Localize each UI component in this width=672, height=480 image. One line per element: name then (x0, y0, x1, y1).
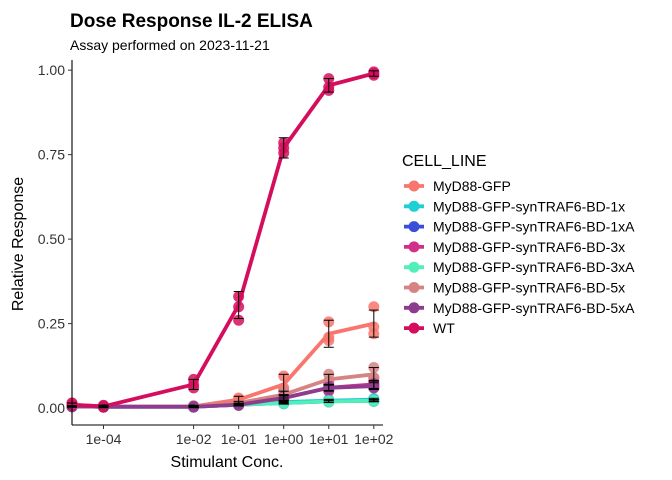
y-tick-label: 0.00 (38, 400, 65, 416)
y-tick-label: 0.50 (38, 231, 65, 247)
x-tick-label: 1e+00 (264, 431, 304, 447)
legend-title: CELL_LINE (402, 153, 487, 170)
legend-item: MyD88-GFP-synTRAF6-BD-1x (404, 198, 625, 214)
y-tick-label: 0.75 (38, 147, 65, 163)
legend-key-point (408, 241, 420, 253)
x-tick-label: 1e+02 (354, 431, 394, 447)
legend-item: MyD88-GFP-synTRAF6-BD-5xA (404, 300, 635, 316)
legend-item: MyD88-GFP-synTRAF6-BD-5x (404, 280, 625, 296)
plot-area (66, 66, 380, 413)
legend-label: WT (433, 320, 455, 336)
x-tick-label: 1e+01 (309, 431, 349, 447)
data-point (368, 301, 380, 313)
x-axis-title: Stimulant Conc. (171, 454, 284, 471)
legend-label: MyD88-GFP (433, 178, 511, 194)
y-tick-label: 0.25 (38, 316, 65, 332)
x-tick-label: 1e-02 (176, 431, 212, 447)
legend-key-point (408, 322, 420, 334)
legend-key-point (408, 282, 420, 293)
legend: CELL_LINE MyD88-GFP MyD88-GFP-synTRAF6-BD… (402, 153, 635, 336)
legend-key-point (408, 302, 420, 314)
series-errorbars-7 (67, 70, 379, 409)
legend-label: MyD88-GFP-synTRAF6-BD-3x (433, 239, 625, 255)
legend-item: WT (404, 320, 455, 336)
x-tick-label: 1e-01 (221, 431, 257, 447)
legend-label: MyD88-GFP-synTRAF6-BD-5x (433, 280, 625, 296)
x-tick-label: 1e-04 (86, 431, 122, 447)
series-line-7 (70, 71, 376, 409)
y-tick-label: 1.00 (38, 62, 65, 78)
y-axis-title: Relative Response (10, 177, 27, 311)
legend-label: MyD88-GFP-synTRAF6-BD-1xA (433, 219, 635, 235)
legend-key-point (408, 221, 420, 233)
chart-title: Dose Response IL-2 ELISA (70, 11, 313, 32)
axes: 0.00 0.25 0.50 0.75 1.00 1e-04 1e-02 1e-01 1e+00… (38, 60, 394, 447)
chart-subtitle: Assay performed on 2023-11-21 (70, 37, 270, 53)
legend-item: MyD88-GFP-synTRAF6-BD-3xA (404, 259, 635, 275)
data-point (233, 314, 245, 326)
legend-key-point (408, 180, 420, 192)
legend-label: MyD88-GFP-synTRAF6-BD-1x (433, 198, 625, 214)
legend-item: MyD88-GFP-synTRAF6-BD-3x (404, 239, 625, 255)
legend-label: MyD88-GFP-synTRAF6-BD-3xA (433, 259, 635, 275)
legend-label: MyD88-GFP-synTRAF6-BD-5xA (433, 300, 635, 316)
legend-item: MyD88-GFP (404, 178, 511, 194)
legend-key-point (408, 200, 420, 212)
series-points-7 (66, 66, 380, 413)
legend-item: MyD88-GFP-synTRAF6-BD-1xA (404, 219, 635, 235)
legend-key-point (408, 261, 420, 273)
